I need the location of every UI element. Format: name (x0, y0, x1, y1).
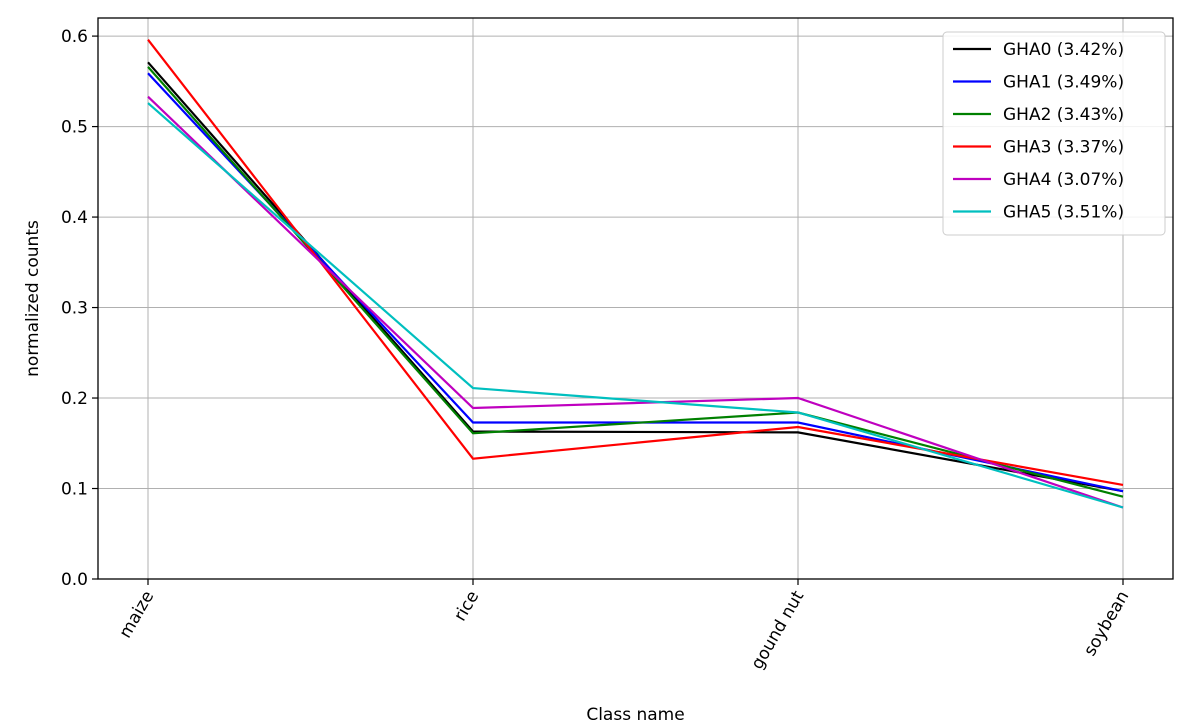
series-line (147, 95, 1124, 509)
x-axis-label: Class name (586, 705, 684, 724)
legend-label: GHA1 (3.49%) (1003, 73, 1124, 93)
x-axis: maize rice gound nut soybean (115, 579, 1133, 673)
y-tick-label: 0.3 (61, 299, 88, 319)
legend-label: GHA2 (3.43%) (1003, 105, 1124, 125)
y-tick-label: 0.5 (61, 118, 88, 138)
y-tick-label: 0.0 (61, 570, 88, 590)
legend-label: GHA4 (3.07%) (1003, 170, 1124, 190)
legend-box (942, 31, 1166, 236)
y-axis: 0.0 0.1 0.2 0.3 0.4 0.5 0.6 (61, 27, 98, 590)
series-lines (147, 39, 1124, 509)
x-tick-label: rice (450, 588, 483, 625)
x-tick-label: maize (115, 588, 158, 642)
y-tick-label: 0.1 (61, 480, 88, 500)
y-axis-label: normalized counts (23, 220, 43, 377)
legend: GHA0 (3.42%) GHA1 (3.49%) GHA2 (3.43%) GHA3… (942, 31, 1166, 236)
legend-label: GHA3 (3.37%) (1003, 138, 1124, 158)
series-line (147, 39, 1124, 486)
y-tick-label: 0.6 (61, 27, 88, 47)
y-tick-label: 0.2 (61, 389, 88, 409)
series-line (147, 102, 1124, 509)
y-tick-label: 0.4 (61, 208, 88, 228)
x-tick-label: soybean (1080, 588, 1133, 660)
plot-area-frame (97, 17, 1174, 580)
legend-label: GHA5 (3.51%) (1003, 203, 1124, 223)
legend-label: GHA0 (3.42%) (1003, 40, 1124, 60)
x-tick-label: gound nut (747, 587, 808, 673)
